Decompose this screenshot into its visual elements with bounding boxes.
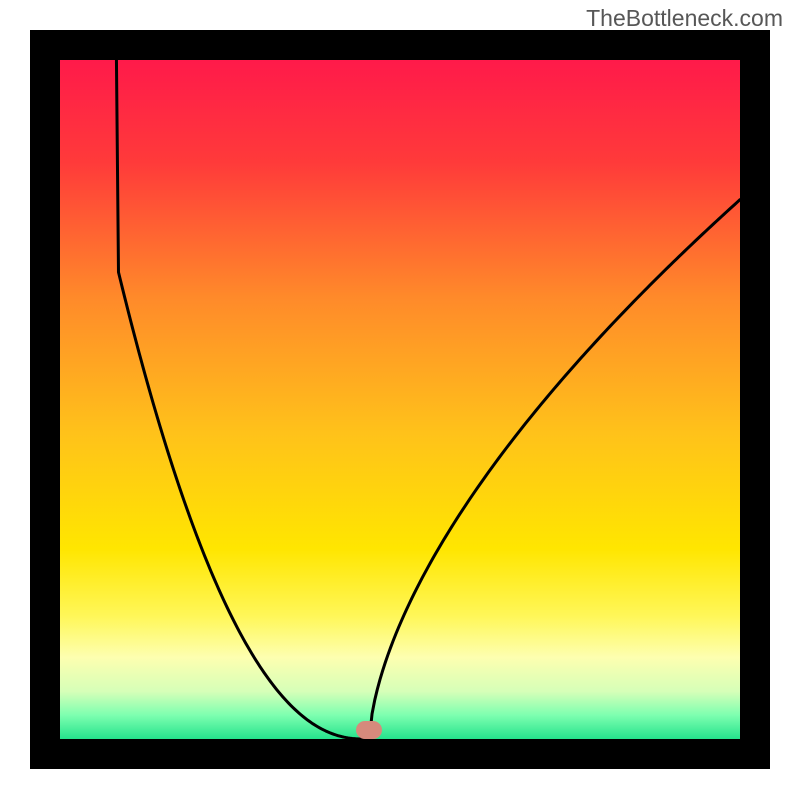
chart-root: TheBottleneck.com (0, 0, 800, 800)
minimum-marker (356, 721, 382, 739)
plot-area (30, 30, 770, 769)
curve-layer (30, 30, 770, 769)
bottleneck-curve (116, 60, 740, 739)
watermark-text: TheBottleneck.com (586, 5, 783, 32)
